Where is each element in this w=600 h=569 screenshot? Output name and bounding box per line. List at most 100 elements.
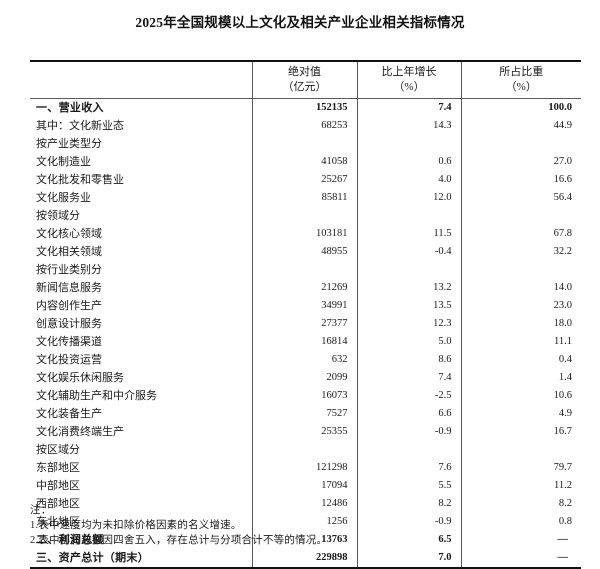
table-row: 创意设计服务 27377 12.3 18.0 (30, 315, 581, 334)
row-absolute-value: 1256 (251, 513, 357, 532)
row-share-value: 27.0 (460, 153, 581, 172)
row-growth-value: -0.4 (356, 243, 461, 262)
table-row: 文化辅助生产和中介服务 16073 -2.5 10.6 (30, 387, 581, 406)
row-label: 二、利润总额 (36, 534, 104, 547)
table-row: 东北地区 1256 -0.9 0.8 (30, 513, 581, 532)
row-absolute-value: 13763 (251, 531, 357, 550)
table-row: 文化服务业 85811 12.0 56.4 (30, 189, 581, 208)
row-absolute-value: 632 (251, 351, 357, 370)
row-share-value: 44.9 (460, 117, 581, 136)
table-row: 文化核心领域 103181 11.5 67.8 (30, 225, 581, 244)
row-share-value: 11.1 (460, 333, 581, 352)
row-growth-value: 13.5 (356, 297, 461, 316)
table-row: 文化相关领域 48955 -0.4 32.2 (30, 243, 581, 262)
row-absolute-value: 27377 (251, 315, 357, 334)
table-row: 按区域分 (30, 441, 581, 460)
row-share-value: — (460, 549, 581, 568)
row-absolute-value: 41058 (251, 153, 357, 172)
row-label: 文化娱乐休闲服务 (36, 372, 124, 385)
row-share-value: 23.0 (460, 297, 581, 316)
row-growth-value: 7.0 (356, 549, 461, 568)
row-growth-value: 8.2 (356, 495, 461, 514)
row-absolute-value: 17094 (251, 477, 357, 496)
table-row: 文化装备生产 7527 6.6 4.9 (30, 405, 581, 424)
row-share-value: 1.4 (460, 369, 581, 388)
row-growth-value: -0.9 (356, 423, 461, 442)
row-label: 按产业类型分 (36, 138, 102, 151)
row-absolute-value: 103181 (251, 225, 357, 244)
row-label: 文化消费终端生产 (36, 426, 124, 439)
row-share-value: 11.2 (460, 477, 581, 496)
table-row: 三、资产总计（期末） 229898 7.0— (30, 549, 581, 568)
row-share-value: 4.9 (460, 405, 581, 424)
statistics-table-container: 绝对值 （亿元） 比上年增长 （%） 所占比重 （%） 一、营业收入 152135… (30, 60, 581, 569)
row-absolute-value: 16073 (251, 387, 357, 406)
table-body: 一、营业收入 152135 7.4 100.0 其中：文化新业态 68253 14.3 44.… (30, 98, 581, 568)
row-growth-value (356, 135, 461, 154)
row-growth-value: 12.0 (356, 189, 461, 208)
row-share-value: 100.0 (460, 98, 581, 118)
row-label: 文化制造业 (36, 156, 91, 169)
note-item-2: 2.表中部分数据因四舍五入，存在总计与分项合计不等的情况。 (30, 535, 328, 547)
column-header-share: 所占比重 （%） (460, 61, 581, 99)
row-share-value: 16.6 (460, 171, 581, 190)
row-share-value: 56.4 (460, 189, 581, 208)
row-label: 一、营业收入 (36, 102, 104, 115)
row-label: 文化服务业 (36, 192, 91, 205)
column-header-indicator (30, 61, 252, 99)
row-absolute-value: 68253 (251, 117, 357, 136)
row-label: 新闻信息服务 (36, 282, 102, 295)
row-label: 文化批发和零售业 (36, 174, 124, 187)
row-absolute-value: 229898 (251, 549, 357, 568)
table-notes: 注： 1.表中速度均为未扣除价格因素的名义增速。 2.表中部分数据因四舍五入，存… (30, 503, 570, 549)
row-growth-value: 14.3 (356, 117, 461, 136)
note-item-1: 1.表中速度均为未扣除价格因素的名义增速。 (30, 520, 242, 532)
row-absolute-value: 2099 (251, 369, 357, 388)
row-label: 创意设计服务 (36, 318, 102, 331)
page-title: 2025年全国规模以上文化及相关产业企业相关指标情况 (135, 15, 465, 30)
table-row: 按领域分 (30, 207, 581, 226)
table-row: 文化传播渠道 16814 5.0 11.1 (30, 333, 581, 352)
row-absolute-value: 25355 (251, 423, 357, 442)
column-header-share-title: 所占比重 (499, 66, 544, 78)
row-label: 按行业类别分 (36, 264, 102, 277)
row-share-value: 14.0 (460, 279, 581, 298)
row-share-value: 32.2 (460, 243, 581, 262)
table-row: 文化消费终端生产 25355 -0.9 16.7 (30, 423, 581, 442)
row-absolute-value: 85811 (251, 189, 357, 208)
row-absolute-value (251, 261, 357, 280)
row-growth-value: 5.5 (356, 477, 461, 496)
table-row: 西部地区 12486 8.2 8.2 (30, 495, 581, 514)
row-absolute-value (251, 441, 357, 460)
row-share-value: 67.8 (460, 225, 581, 244)
row-absolute-value: 16814 (251, 333, 357, 352)
row-share-value: 0.8 (460, 513, 581, 532)
row-growth-value: 4.0 (356, 171, 461, 190)
row-label: 其中：文化新业态 (36, 120, 124, 133)
row-absolute-value (251, 207, 357, 226)
row-growth-value: 5.0 (356, 333, 461, 352)
row-share-value: 79.7 (460, 459, 581, 478)
row-growth-value: 13.2 (356, 279, 461, 298)
row-label: 内容创作生产 (36, 300, 102, 313)
row-label: 按区域分 (36, 444, 80, 457)
row-absolute-value (251, 135, 357, 154)
row-growth-value: 7.6 (356, 459, 461, 478)
row-share-value (460, 261, 581, 280)
row-share-value: 10.6 (460, 387, 581, 406)
row-growth-value: 6.5 (356, 531, 461, 550)
row-growth-value: 12.3 (356, 315, 461, 334)
column-header-growth-title: 比上年增长 (381, 66, 437, 78)
row-label: 西部地区 (36, 498, 80, 511)
table-row: 文化投资运营 632 8.6 0.4 (30, 351, 581, 370)
row-share-value (460, 135, 581, 154)
row-growth-value: 7.4 (356, 98, 461, 118)
table-header-row: 绝对值 （亿元） 比上年增长 （%） 所占比重 （%） (30, 61, 581, 99)
row-share-value: 0.4 (460, 351, 581, 370)
row-growth-value: 11.5 (356, 225, 461, 244)
table-row: 二、利润总额 13763 6.5— (30, 531, 581, 550)
row-label: 文化相关领域 (36, 246, 102, 259)
table-row: 按行业类别分 (30, 261, 581, 280)
row-growth-value: -0.9 (356, 513, 461, 532)
column-header-absolute-unit: （亿元） (282, 80, 327, 93)
